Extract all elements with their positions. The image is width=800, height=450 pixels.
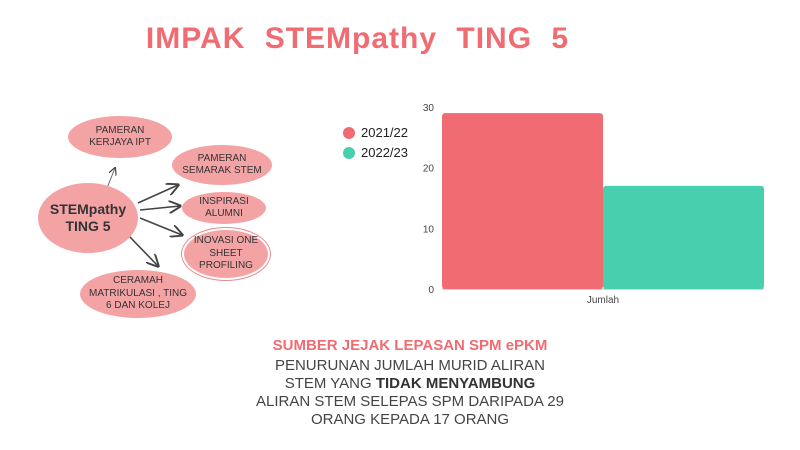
bar-2022-23 <box>603 185 764 289</box>
caption-line-2: STEM YANG TIDAK MENYAMBUNG <box>284 375 536 392</box>
x-tick-label: Jumlah <box>587 295 619 306</box>
arrow-to-inspirasi-alumni <box>139 206 180 210</box>
node-inovasi: INOVASI ONE SHEET PROFILING <box>186 232 266 276</box>
arrow-to-ceramah <box>127 234 158 266</box>
center-label: STEMpathy TING 5 <box>49 200 127 235</box>
legend-swatch <box>343 146 355 159</box>
node-inspirasi-alumni: INSPIRASI ALUMNI <box>182 192 266 224</box>
legend-label: 2021/22 <box>361 125 408 140</box>
y-tick-label: 20 <box>423 164 435 175</box>
caption-line-4: ORANG KEPADA 17 ORANG <box>310 411 510 428</box>
arrow-to-inovasi <box>139 217 182 235</box>
node-ceramah: CERAMAH MATRIKULASI , TING 6 DAN KOLEJ <box>80 270 196 318</box>
diagram-arrows <box>106 100 300 330</box>
chart-legend: 2021/22 2022/23 <box>343 125 408 165</box>
legend-label: 2022/23 <box>361 145 408 160</box>
source-label: SUMBER JEJAK LEPASAN SPM ePKM <box>272 337 548 354</box>
stempathy-diagram: STEMpathy TING 5 PAMERAN KERJAYA IPT PAM… <box>0 100 300 330</box>
arrow-to-pameran-kerjaya <box>106 168 115 189</box>
legend-item-2022-23: 2022/23 <box>343 145 408 160</box>
emphasis-text: TIDAK MENYAMBUNG <box>375 375 536 392</box>
y-tick-label: 0 <box>428 285 434 296</box>
bar-chart: 0 10 20 30 Jumlah <box>423 103 764 306</box>
y-tick-label: 10 <box>423 224 435 235</box>
y-tick-label: 30 <box>423 103 435 114</box>
caption: SUMBER JEJAK LEPASAN SPM ePKM PENURUNAN … <box>200 337 620 429</box>
legend-item-2021-22: 2021/22 <box>343 125 408 140</box>
center-bubble: STEMpathy TING 5 <box>38 183 138 253</box>
arrow-to-pameran-semarak <box>137 185 178 204</box>
caption-line-1: PENURUNAN JUMLAH MURID ALIRAN <box>274 357 546 374</box>
node-pameran-semarak: PAMERAN SEMARAK STEM <box>172 145 272 185</box>
caption-line-3: ALIRAN STEM SELEPAS SPM DARIPADA 29 <box>256 393 564 410</box>
node-pameran-kerjaya: PAMERAN KERJAYA IPT <box>68 116 172 158</box>
bar-2021-22 <box>442 113 603 289</box>
legend-swatch <box>343 126 355 139</box>
page-title: IMPAK STEMpathy TING 5 <box>145 22 570 55</box>
